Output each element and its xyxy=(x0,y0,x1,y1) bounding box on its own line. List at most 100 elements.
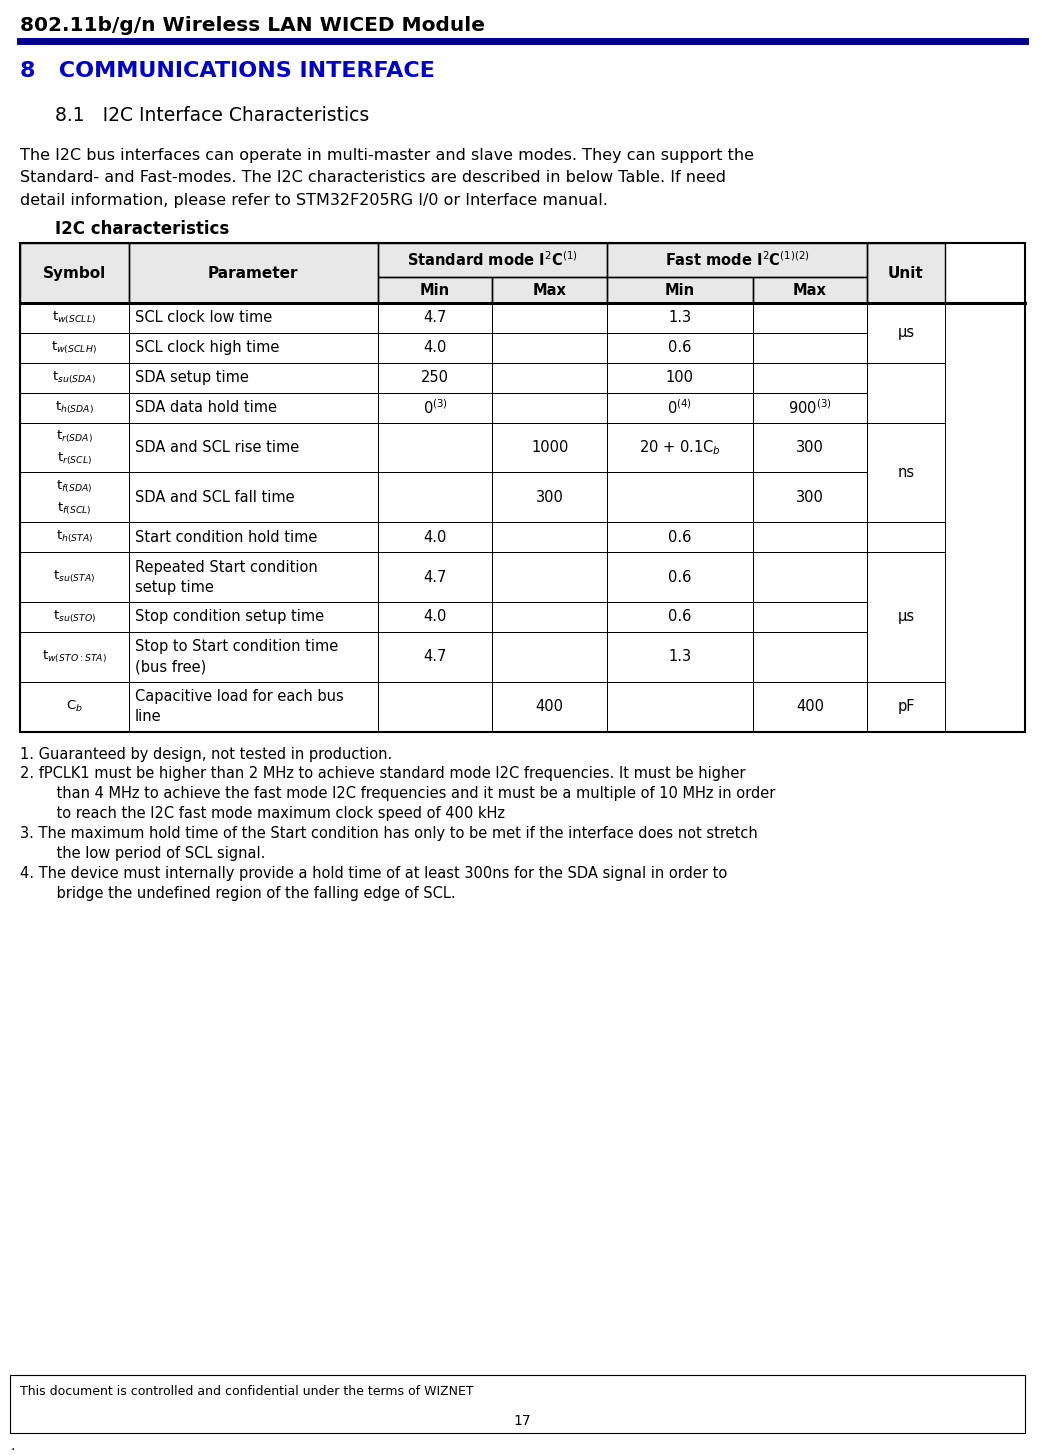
Bar xyxy=(128,243,378,303)
Bar xyxy=(20,422,128,472)
Text: t$_{w(SCLL)}$: t$_{w(SCLL)}$ xyxy=(52,310,96,326)
Text: Stop condition setup time: Stop condition setup time xyxy=(134,610,324,625)
Bar xyxy=(128,552,378,601)
Text: t$_{su(STA)}$: t$_{su(STA)}$ xyxy=(53,569,96,585)
Bar xyxy=(20,303,128,333)
Text: 0.6: 0.6 xyxy=(668,610,692,625)
Bar xyxy=(867,523,945,552)
Text: SCL clock low time: SCL clock low time xyxy=(134,310,272,326)
Text: 8   COMMUNICATIONS INTERFACE: 8 COMMUNICATIONS INTERFACE xyxy=(20,61,435,80)
Bar xyxy=(867,681,945,731)
Bar xyxy=(20,243,128,303)
Text: 250: 250 xyxy=(421,370,449,386)
Text: 4.0: 4.0 xyxy=(423,341,447,355)
Text: 8.1   I2C Interface Characteristics: 8.1 I2C Interface Characteristics xyxy=(55,106,369,125)
Text: Standard- and Fast-modes. The I2C characteristics are described in below Table. : Standard- and Fast-modes. The I2C charac… xyxy=(20,170,726,185)
Bar xyxy=(867,243,945,303)
Bar xyxy=(128,472,378,523)
Bar xyxy=(606,393,752,422)
Bar xyxy=(378,363,493,393)
Bar xyxy=(20,601,128,632)
Bar xyxy=(606,243,867,277)
Text: Symbol: Symbol xyxy=(43,265,106,281)
Text: 0.6: 0.6 xyxy=(668,530,692,545)
Bar xyxy=(378,422,493,472)
Bar xyxy=(752,277,867,303)
Text: 802.11b/g/n Wireless LAN WICED Module: 802.11b/g/n Wireless LAN WICED Module xyxy=(20,16,485,35)
Bar xyxy=(606,472,752,523)
Bar xyxy=(493,472,606,523)
Text: 2. fPCLK1 must be higher than 2 MHz to achieve standard mode I2C frequencies. It: 2. fPCLK1 must be higher than 2 MHz to a… xyxy=(20,766,745,782)
Bar xyxy=(606,552,752,601)
Text: 300: 300 xyxy=(536,489,564,505)
Text: Max: Max xyxy=(532,282,567,297)
Text: Stop to Start condition time
(bus free): Stop to Start condition time (bus free) xyxy=(134,639,338,674)
Bar xyxy=(867,422,945,523)
Bar xyxy=(606,277,752,303)
Bar xyxy=(20,243,128,303)
Bar xyxy=(10,1376,1025,1433)
Text: 1000: 1000 xyxy=(531,440,568,456)
Bar xyxy=(20,393,128,422)
Bar xyxy=(378,472,493,523)
Text: 400: 400 xyxy=(536,699,564,715)
Text: 0.6: 0.6 xyxy=(668,341,692,355)
Text: 400: 400 xyxy=(796,699,824,715)
Bar xyxy=(128,243,378,303)
Bar xyxy=(378,681,493,731)
Text: to reach the I2C fast mode maximum clock speed of 400 kHz: to reach the I2C fast mode maximum clock… xyxy=(38,807,505,821)
Bar xyxy=(128,363,378,393)
Text: C$_b$: C$_b$ xyxy=(66,699,82,715)
Bar xyxy=(752,363,867,393)
Bar xyxy=(752,632,867,681)
Bar xyxy=(493,277,606,303)
Text: 0.6: 0.6 xyxy=(668,569,692,585)
Bar xyxy=(493,393,606,422)
Text: t$_{su(STO)}$: t$_{su(STO)}$ xyxy=(53,609,96,625)
Text: I2C characteristics: I2C characteristics xyxy=(55,220,229,239)
Bar xyxy=(378,393,493,422)
Text: The I2C bus interfaces can operate in multi-master and slave modes. They can sup: The I2C bus interfaces can operate in mu… xyxy=(20,147,754,163)
Bar xyxy=(867,243,945,303)
Bar xyxy=(128,333,378,363)
Bar xyxy=(378,523,493,552)
Bar xyxy=(493,303,606,333)
Text: SDA and SCL fall time: SDA and SCL fall time xyxy=(134,489,294,505)
Text: pF: pF xyxy=(897,699,915,715)
Text: .: . xyxy=(10,1440,15,1453)
Text: Repeated Start condition
setup time: Repeated Start condition setup time xyxy=(134,559,318,594)
Text: 1.3: 1.3 xyxy=(668,310,691,326)
Bar xyxy=(20,363,128,393)
Text: SDA data hold time: SDA data hold time xyxy=(134,400,276,415)
Text: μs: μs xyxy=(897,325,915,341)
Text: Fast mode I$^2$C$^{(1)(2)}$: Fast mode I$^2$C$^{(1)(2)}$ xyxy=(665,250,810,269)
Text: 1. Guaranteed by design, not tested in production.: 1. Guaranteed by design, not tested in p… xyxy=(20,747,392,761)
Bar xyxy=(20,523,128,552)
Text: Capacitive load for each bus
line: Capacitive load for each bus line xyxy=(134,689,343,724)
Bar xyxy=(493,277,606,303)
Text: t$_{su(SDA)}$: t$_{su(SDA)}$ xyxy=(52,370,96,386)
Text: 3. The maximum hold time of the Start condition has only to be met if the interf: 3. The maximum hold time of the Start co… xyxy=(20,827,758,842)
Text: 4.0: 4.0 xyxy=(423,530,447,545)
Text: t$_{f(SDA)}$
t$_{f(SCL)}$: t$_{f(SDA)}$ t$_{f(SCL)}$ xyxy=(56,478,93,517)
Text: Min: Min xyxy=(665,282,695,297)
Bar xyxy=(128,601,378,632)
Text: Standard mode I$^2$C$^{(1)}$: Standard mode I$^2$C$^{(1)}$ xyxy=(407,250,577,269)
Text: Min: Min xyxy=(420,282,450,297)
Bar xyxy=(128,303,378,333)
Bar xyxy=(128,632,378,681)
Bar xyxy=(606,243,867,277)
Bar xyxy=(752,303,867,333)
Text: t$_{h(SDA)}$: t$_{h(SDA)}$ xyxy=(55,399,94,416)
Text: 900$^{(3)}$: 900$^{(3)}$ xyxy=(788,399,832,416)
Bar xyxy=(378,333,493,363)
Bar xyxy=(20,632,128,681)
Bar xyxy=(378,243,606,277)
Text: μs: μs xyxy=(897,610,915,625)
Bar xyxy=(606,277,752,303)
Bar xyxy=(606,363,752,393)
Bar xyxy=(752,601,867,632)
Bar xyxy=(752,393,867,422)
Text: 4.7: 4.7 xyxy=(423,310,447,326)
Bar xyxy=(752,523,867,552)
